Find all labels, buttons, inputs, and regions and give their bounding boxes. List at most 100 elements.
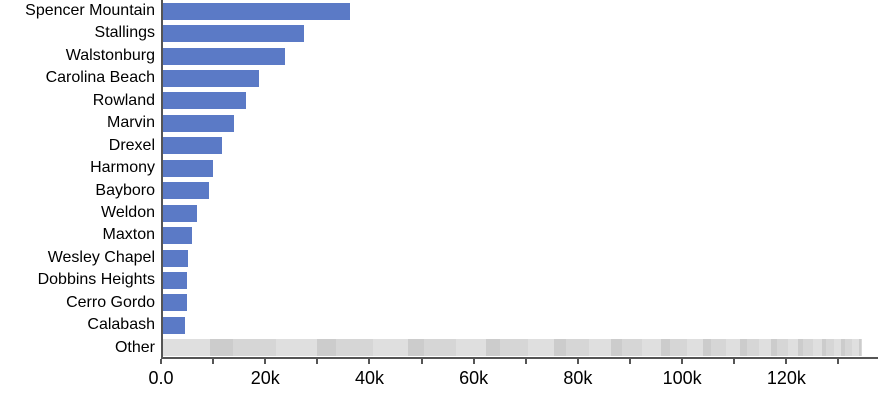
bar-other-segment	[833, 339, 838, 357]
bar	[163, 2, 350, 20]
bar-other-segment	[589, 339, 601, 357]
x-axis-tick-label: 0.0	[148, 368, 174, 388]
bar-other-segment	[254, 339, 276, 357]
bar-row	[163, 314, 878, 336]
bar	[163, 70, 259, 87]
bar-row	[163, 269, 878, 291]
bar-other-segment	[611, 339, 622, 357]
bar	[163, 137, 223, 155]
bar-other-segment	[777, 339, 783, 357]
bar-row	[163, 22, 878, 44]
bar-other-segment	[456, 339, 472, 357]
bar-other-segment	[695, 339, 704, 357]
category-label: Bayboro	[95, 181, 155, 199]
bar	[163, 25, 304, 43]
x-axis-tick	[264, 359, 267, 364]
bar-other-segment	[855, 339, 859, 357]
category-label: Maxton	[102, 226, 155, 244]
category-label: Cerro Gordo	[66, 293, 155, 311]
category-label: Marvin	[106, 114, 155, 132]
x-axis-tick	[576, 359, 579, 364]
bar-other-segment	[621, 339, 633, 357]
bar-other-segment	[553, 339, 566, 357]
bar-other-segment	[275, 339, 297, 357]
x-axis-tick	[212, 359, 215, 364]
category-label: Stallings	[94, 24, 155, 42]
category-label: Walstonburg	[65, 46, 155, 64]
bar-other-segment	[372, 339, 391, 357]
bar-other-segment	[187, 339, 211, 357]
bar-other-segment	[641, 339, 652, 357]
bar-row	[163, 135, 878, 157]
bar-row	[163, 157, 878, 179]
x-axis-tick	[681, 359, 684, 364]
category-label: Other	[114, 338, 155, 356]
bar-other-segment	[407, 339, 425, 357]
category-label: Drexel	[108, 136, 155, 154]
bar-other-segment	[825, 339, 830, 357]
x-axis-tick	[785, 359, 788, 364]
x-axis-tick	[524, 359, 527, 364]
bar-other-segment	[660, 339, 670, 357]
bar-other-segment	[829, 339, 834, 357]
category-label: Carolina Beach	[45, 69, 155, 87]
bar-row	[163, 45, 878, 67]
bar	[163, 271, 188, 289]
bar-other-segment	[600, 339, 612, 357]
category-label: Dobbins Heights	[37, 271, 155, 289]
x-axis-tick	[837, 359, 840, 364]
bar-other-segment	[486, 339, 501, 357]
bar-other	[163, 339, 862, 357]
bar-other-segment	[316, 339, 336, 357]
bar-other-segment	[858, 339, 862, 357]
category-label: Harmony	[90, 159, 155, 177]
bar-other-segment	[798, 339, 804, 357]
bar-row	[163, 292, 878, 314]
bar-other-segment	[746, 339, 754, 357]
x-axis-tick-label: 100k	[662, 368, 702, 388]
bar-other-segment	[812, 339, 818, 357]
x-axis-tick	[368, 359, 371, 364]
bar	[163, 249, 188, 267]
bar-other-segment	[687, 339, 696, 357]
bar-other-segment	[424, 339, 441, 357]
bar-other-segment	[527, 339, 541, 357]
bar-other-segment	[821, 339, 826, 357]
bar-other-segment	[669, 339, 679, 357]
x-axis-tick-label: 20k	[250, 368, 280, 388]
bar-other-segment	[765, 339, 772, 357]
bar	[163, 204, 198, 222]
bar-other-segment	[845, 339, 849, 357]
category-label: Calabash	[87, 316, 155, 334]
bar-row	[163, 337, 878, 359]
x-axis-tick	[420, 359, 423, 364]
bar-row	[163, 90, 878, 112]
bar-other-segment	[817, 339, 822, 357]
bar-other-segment	[718, 339, 727, 357]
bar-other-segment	[335, 339, 355, 357]
bar-row	[163, 224, 878, 246]
bar-other-segment	[740, 339, 747, 357]
bar	[163, 182, 209, 200]
x-axis-tick	[160, 359, 162, 364]
bar-other-segment	[390, 339, 408, 357]
bar-other-segment	[803, 339, 809, 357]
bar	[163, 47, 286, 65]
bar-other-segment	[296, 339, 317, 357]
bar-other-segment	[651, 339, 661, 357]
x-axis-tick	[472, 359, 475, 364]
bar-other-segment	[232, 339, 255, 357]
bar	[163, 316, 185, 334]
x-axis-tick	[316, 359, 319, 364]
bar-other-segment	[565, 339, 578, 357]
bar-other-segment	[514, 339, 528, 357]
bar-other-segment	[711, 339, 719, 357]
bar-other-segment	[726, 339, 734, 357]
x-axis-tick-label: 60k	[459, 368, 489, 388]
bar-other-segment	[354, 339, 373, 357]
bar-other-segment	[540, 339, 554, 357]
bar-other-segment	[210, 339, 233, 357]
bar-row	[163, 202, 878, 224]
x-axis-tick	[733, 359, 736, 364]
bar-other-segment	[703, 339, 712, 357]
